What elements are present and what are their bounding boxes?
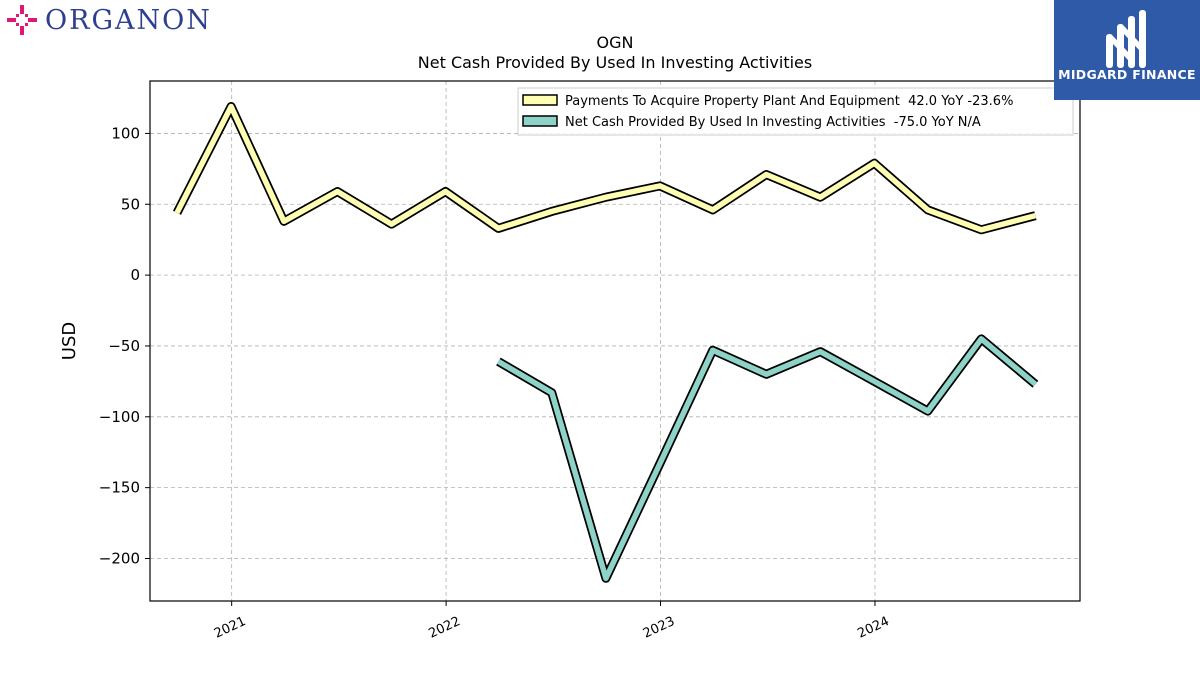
y-tick-label: −150 <box>99 479 140 497</box>
chart-subtitle: Net Cash Provided By Used In Investing A… <box>418 53 812 72</box>
plot-frame <box>149 80 1081 602</box>
y-tick-label: 0 <box>130 266 140 284</box>
series-layer <box>172 102 1039 583</box>
y-tick-label: −50 <box>108 337 140 355</box>
organon-wordmark: ORGANON <box>45 4 212 36</box>
organon-logo: ORGANON <box>5 4 212 36</box>
legend-box <box>517 87 1074 136</box>
x-tick-label: 2024 <box>855 614 891 642</box>
series-1-line <box>497 336 1038 582</box>
legend: Payments To Acquire Property Plant And E… <box>517 87 1074 136</box>
y-axis-ticks: 100 50 0 −50 −100 −150 −200 <box>99 124 150 567</box>
y-tick-label: 50 <box>121 195 140 213</box>
x-axis-ticks: 2021 2022 2023 2024 <box>212 601 892 642</box>
legend-label-investing: Net Cash Provided By Used In Investing A… <box>565 115 981 130</box>
y-tick-label: 100 <box>111 124 140 142</box>
organon-cross-icon <box>7 5 37 35</box>
midgard-finance-logo: MIDGARD FINANCE <box>1054 0 1200 100</box>
midgard-finance-wordmark: MIDGARD FINANCE <box>1058 67 1196 82</box>
legend-label-ppe: Payments To Acquire Property Plant And E… <box>565 94 1013 109</box>
legend-swatch-ppe <box>522 94 558 106</box>
x-tick-label: 2022 <box>426 614 462 642</box>
x-tick-label: 2023 <box>641 614 677 642</box>
y-axis-label: USD <box>59 322 80 360</box>
chart-title: OGN <box>597 33 634 52</box>
midgard-m-icon <box>1106 10 1146 68</box>
legend-swatch-investing <box>522 115 558 127</box>
x-tick-label: 2021 <box>212 614 248 642</box>
y-tick-label: −200 <box>99 549 140 567</box>
grid-lines <box>150 81 1080 601</box>
y-tick-label: −100 <box>99 408 140 426</box>
